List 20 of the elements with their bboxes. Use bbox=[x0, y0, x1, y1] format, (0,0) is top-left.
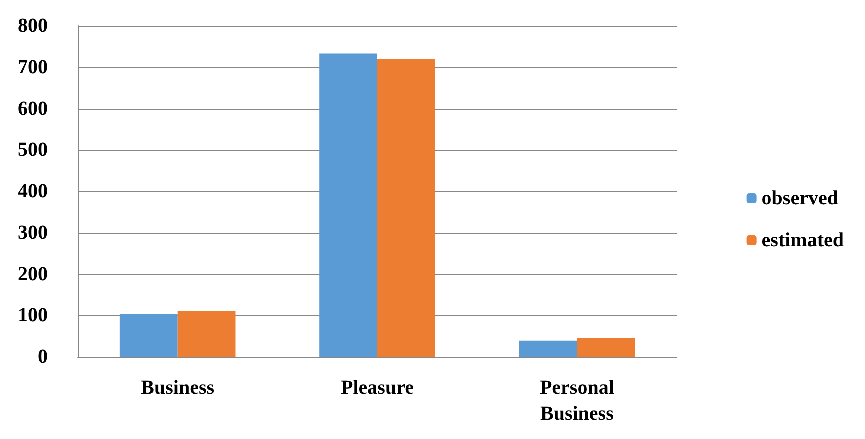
bar bbox=[120, 314, 178, 357]
x-tick-label: Business bbox=[141, 377, 215, 399]
bar bbox=[378, 59, 436, 357]
y-tick-label: 600 bbox=[18, 98, 48, 120]
x-tick-label: Personal Business bbox=[540, 377, 615, 425]
y-tick-label: 700 bbox=[18, 56, 48, 78]
x-tick-label: Pleasure bbox=[341, 377, 414, 399]
y-tick-label: 800 bbox=[18, 15, 48, 37]
legend-label: observed bbox=[762, 188, 838, 210]
bar bbox=[320, 54, 378, 357]
bar bbox=[178, 311, 236, 357]
y-tick-label: 400 bbox=[18, 180, 48, 202]
y-tick-label: 500 bbox=[18, 139, 48, 162]
bar bbox=[577, 338, 636, 357]
y-tick-label: 100 bbox=[18, 304, 48, 327]
bar bbox=[519, 340, 578, 357]
y-tick-label: 200 bbox=[18, 263, 48, 286]
legend-label: estimated bbox=[762, 230, 844, 252]
y-tick-label: 300 bbox=[18, 222, 48, 244]
y-tick-label: 0 bbox=[38, 346, 48, 368]
